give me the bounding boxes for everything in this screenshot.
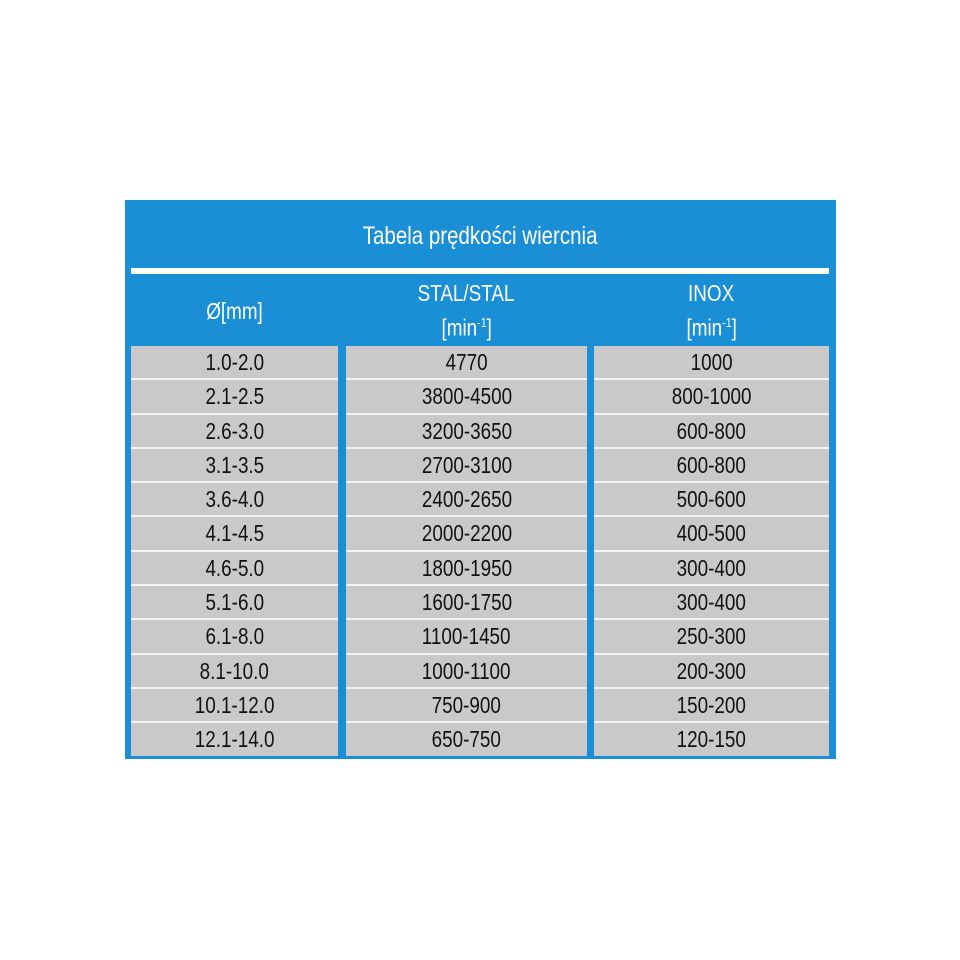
- cell-steel: 2000-2200: [346, 517, 587, 552]
- cell-steel: 2400-2650: [346, 483, 587, 518]
- unit-steel: [min-1]: [441, 314, 492, 341]
- header-diameter: Ø[mm]: [206, 297, 263, 324]
- cell-inox: 300-400: [594, 586, 829, 621]
- cell-diameter: 8.1-10.0: [131, 654, 338, 689]
- cell-inox: 300-400: [594, 551, 829, 587]
- cell-inox: 200-300: [594, 654, 829, 689]
- cell-inox: 120-150: [594, 723, 829, 756]
- cell-diameter: 12.1-14.0: [131, 723, 338, 756]
- cell-diameter: 4.6-5.0: [131, 551, 338, 587]
- cell-diameter: 4.1-4.5: [131, 517, 338, 552]
- cell-inox: 1000: [594, 346, 829, 381]
- drill-speed-table: Tabela prędkości wiercnia Ø[mm] STAL/STA…: [125, 200, 836, 759]
- table-title: Tabela prędkości wiercnia: [363, 222, 598, 250]
- column-diameter: 1.0-2.0 2.1-2.5 2.6-3.0 3.1-3.5 3.6-4.0 4.1-4…: [131, 346, 338, 756]
- header-inox: INOX [min-1]: [686, 280, 737, 341]
- cell-inox: 250-300: [594, 620, 829, 655]
- cell-inox: 500-600: [594, 483, 829, 518]
- cell-steel: 650-750: [346, 723, 587, 756]
- cell-steel: 1800-1950: [346, 551, 587, 587]
- cell-steel: 1100-1450: [346, 620, 587, 655]
- column-steel: 4770 3800-4500 3200-3650 2700-3100 2400-2650…: [346, 346, 587, 756]
- cell-diameter: 1.0-2.0: [131, 346, 338, 381]
- cell-inox: 400-500: [594, 517, 829, 552]
- cell-diameter: 2.1-2.5: [131, 380, 338, 415]
- title-divider: [131, 268, 829, 274]
- cell-inox: 150-200: [594, 688, 829, 724]
- cell-steel: 1600-1750: [346, 586, 587, 621]
- cell-steel: 2700-3100: [346, 448, 587, 484]
- cell-steel: 4770: [346, 346, 587, 381]
- cell-diameter: 3.1-3.5: [131, 448, 338, 484]
- cell-inox: 600-800: [594, 414, 829, 449]
- cell-steel: 1000-1100: [346, 654, 587, 689]
- cell-diameter: 10.1-12.0: [131, 688, 338, 724]
- cell-steel: 3200-3650: [346, 414, 587, 449]
- cell-diameter: 3.6-4.0: [131, 483, 338, 518]
- unit-inox: [min-1]: [686, 314, 737, 341]
- column-inox: 1000 800-1000 600-800 600-800 500-600 400-500…: [594, 346, 829, 756]
- header-steel: STAL/STAL [min-1]: [418, 280, 515, 341]
- cell-diameter: 5.1-6.0: [131, 586, 338, 621]
- cell-steel: 3800-4500: [346, 380, 587, 415]
- cell-inox: 800-1000: [594, 380, 829, 415]
- cell-diameter: 6.1-8.0: [131, 620, 338, 655]
- cell-steel: 750-900: [346, 688, 587, 724]
- cell-diameter: 2.6-3.0: [131, 414, 338, 449]
- cell-inox: 600-800: [594, 448, 829, 484]
